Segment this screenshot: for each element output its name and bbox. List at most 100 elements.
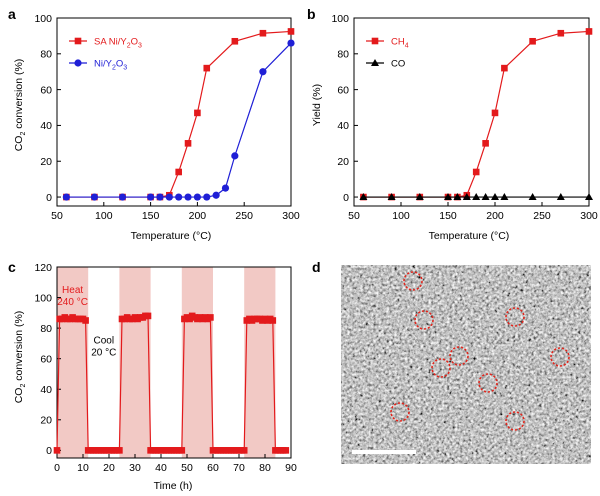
x-tick-label: 250 [235, 210, 253, 222]
panel-d: d [312, 259, 591, 464]
y-tick-label: 60 [337, 84, 349, 96]
y-tick-label: 100 [331, 13, 349, 25]
plot-frame [56, 266, 292, 459]
data-point [491, 109, 499, 117]
panel-label-d: d [312, 259, 321, 275]
data-point [259, 29, 267, 37]
data-point [491, 193, 499, 201]
data-point [203, 193, 211, 201]
heat-band [57, 267, 89, 458]
data-point [501, 64, 508, 72]
legend-marker [371, 59, 379, 66]
data-point [90, 193, 99, 201]
data-point [116, 447, 123, 454]
data-point [62, 193, 70, 201]
tem-circle [414, 310, 434, 330]
data-point [415, 193, 424, 201]
data-point [207, 314, 214, 321]
data-point [444, 193, 452, 201]
data-point [472, 193, 481, 201]
data-point [453, 193, 462, 201]
data-point [387, 193, 396, 201]
y-tick-label: 80 [40, 49, 52, 61]
y-axis-label-a: CO2 conversion (%) [13, 59, 27, 152]
x-tick-label: 50 [181, 462, 193, 474]
data-point [147, 193, 155, 201]
x-tick-label: 200 [189, 210, 207, 222]
data-point [585, 28, 593, 35]
y-tick-label: 20 [40, 156, 52, 168]
x-axis-label-c: Time (h) [154, 480, 193, 492]
x-tick-label: 200 [486, 210, 504, 222]
y-tick-label: 80 [40, 323, 52, 335]
y-tick-label: 120 [34, 262, 52, 274]
data-point [528, 193, 537, 201]
x-tick-label: 50 [348, 210, 360, 222]
data-point [529, 37, 536, 45]
y-tick-label: 60 [40, 84, 52, 96]
heat-band [181, 267, 213, 458]
data-point [287, 39, 295, 47]
panel-label-a: a [8, 6, 16, 22]
data-point [53, 447, 61, 454]
tem-circle [403, 271, 423, 291]
data-point [500, 193, 509, 201]
data-point [194, 109, 201, 117]
x-tick-label: 300 [282, 210, 300, 222]
legend-marker [371, 37, 379, 45]
heat-band [119, 267, 151, 458]
x-tick-label: 100 [95, 210, 113, 222]
data-point [212, 191, 220, 199]
plot-frame [56, 17, 292, 207]
annotation: Cool [94, 335, 115, 346]
tem-circle [390, 402, 410, 422]
y-tick-label: 40 [337, 120, 349, 132]
data-point [175, 193, 183, 201]
legend-label: SA Ni/Y2O3 [94, 37, 142, 50]
y-tick-label: 20 [40, 415, 52, 427]
tem-image-texture [341, 265, 591, 464]
x-tick-label: 30 [129, 462, 141, 474]
y-tick-label: 40 [40, 120, 52, 132]
x-tick-label: 20 [103, 462, 115, 474]
panel-a: a CO2 conversion (%) Temperature (°C) 50… [8, 6, 300, 242]
data-point [462, 193, 471, 201]
data-point [203, 64, 211, 72]
y-tick-label: 0 [46, 192, 52, 204]
legend-label: CH4 [391, 37, 409, 50]
y-axis-label-b: Yield (%) [311, 84, 323, 126]
x-tick-label: 90 [285, 462, 297, 474]
data-point [359, 193, 368, 201]
data-point [557, 29, 565, 37]
data-point [472, 168, 480, 176]
annotation: 240 °C [57, 297, 88, 308]
y-tick-label: 0 [46, 445, 52, 457]
data-point [269, 317, 277, 324]
x-tick-label: 70 [233, 462, 245, 474]
data-point [240, 447, 248, 454]
tem-circle-markers [390, 271, 570, 431]
x-tick-label: 60 [207, 462, 219, 474]
tem-circle [505, 411, 525, 431]
x-tick-label: 50 [51, 210, 63, 222]
plot-frame [353, 17, 590, 207]
legend-marker [74, 59, 82, 67]
data-point [221, 184, 230, 192]
x-axis-label-a: Temperature (°C) [131, 230, 212, 242]
data-point [118, 193, 127, 201]
legend-label: Ni/Y2O3 [94, 59, 127, 72]
data-point [231, 37, 239, 45]
x-tick-label: 40 [155, 462, 167, 474]
tem-circle [449, 346, 469, 366]
panel-label-c: c [8, 259, 16, 275]
tem-circle [550, 347, 570, 367]
x-tick-label: 150 [439, 210, 457, 222]
panel-b: b Yield (%) Temperature (°C) 50 100 150 200… [307, 6, 598, 242]
data-point [481, 193, 490, 201]
panel-label-b: b [307, 6, 316, 22]
x-axis-label-b: Temperature (°C) [429, 230, 510, 242]
x-tick-label: 80 [259, 462, 271, 474]
y-tick-label: 60 [40, 353, 52, 365]
tem-circle [431, 358, 451, 378]
